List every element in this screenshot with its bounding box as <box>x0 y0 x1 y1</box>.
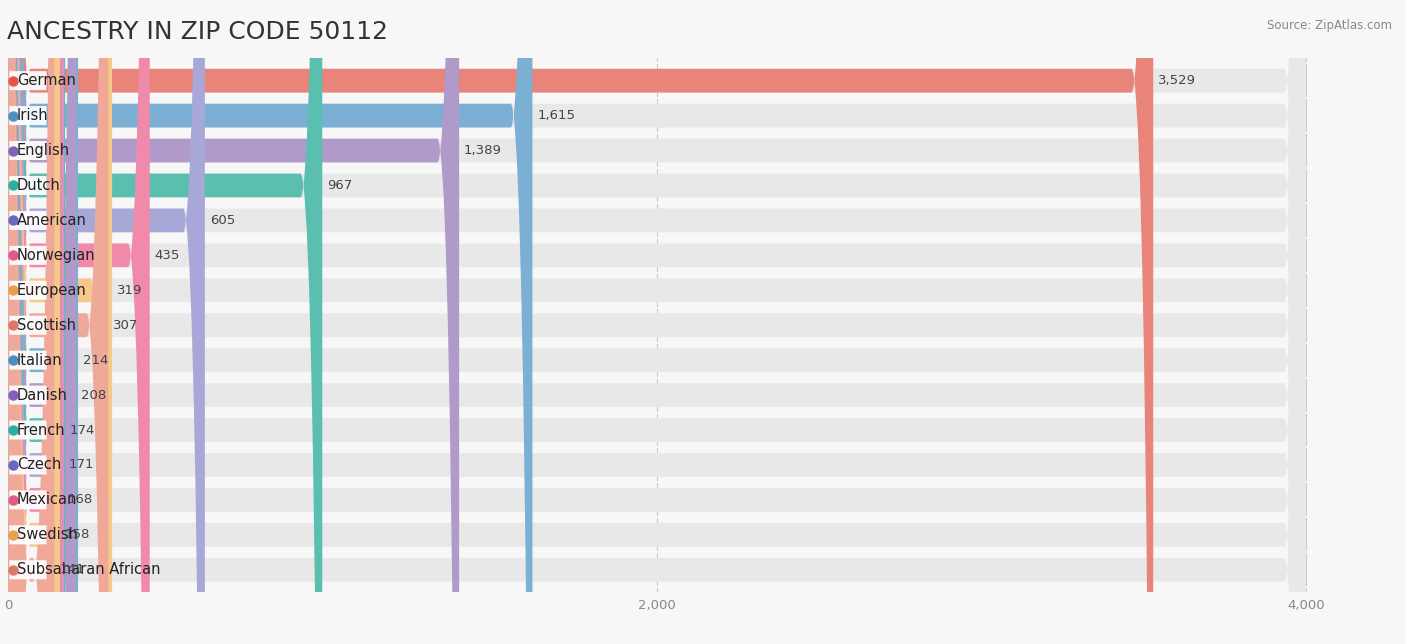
FancyBboxPatch shape <box>10 176 46 195</box>
Text: 141: 141 <box>59 564 84 576</box>
Text: English: English <box>17 143 70 158</box>
Text: 208: 208 <box>82 388 107 402</box>
FancyBboxPatch shape <box>10 246 46 265</box>
Text: Danish: Danish <box>17 388 67 402</box>
Text: 605: 605 <box>209 214 235 227</box>
Text: 3,529: 3,529 <box>1159 74 1197 87</box>
Text: German: German <box>17 73 76 88</box>
FancyBboxPatch shape <box>10 455 46 475</box>
FancyBboxPatch shape <box>8 0 1306 644</box>
FancyBboxPatch shape <box>8 0 108 644</box>
Text: 168: 168 <box>67 493 93 506</box>
Text: 967: 967 <box>328 179 353 192</box>
FancyBboxPatch shape <box>8 0 1306 644</box>
FancyBboxPatch shape <box>8 0 65 644</box>
FancyBboxPatch shape <box>10 560 46 579</box>
Text: 174: 174 <box>70 424 96 437</box>
Text: Swedish: Swedish <box>17 527 77 542</box>
Text: Czech: Czech <box>17 457 62 473</box>
Text: Subsaharan African: Subsaharan African <box>17 562 160 577</box>
Text: 1,615: 1,615 <box>537 109 575 122</box>
Text: 307: 307 <box>112 319 138 332</box>
FancyBboxPatch shape <box>8 0 533 644</box>
FancyBboxPatch shape <box>10 386 46 404</box>
Text: Dutch: Dutch <box>17 178 60 193</box>
FancyBboxPatch shape <box>8 0 112 644</box>
FancyBboxPatch shape <box>8 0 1306 644</box>
Text: Scottish: Scottish <box>17 317 76 333</box>
FancyBboxPatch shape <box>10 71 46 90</box>
FancyBboxPatch shape <box>8 0 60 644</box>
FancyBboxPatch shape <box>10 350 46 370</box>
FancyBboxPatch shape <box>8 0 1306 644</box>
FancyBboxPatch shape <box>8 0 76 644</box>
FancyBboxPatch shape <box>8 0 1306 644</box>
FancyBboxPatch shape <box>8 0 149 644</box>
FancyBboxPatch shape <box>10 421 46 440</box>
FancyBboxPatch shape <box>8 0 1153 644</box>
FancyBboxPatch shape <box>8 0 79 644</box>
FancyBboxPatch shape <box>10 281 46 300</box>
FancyBboxPatch shape <box>8 0 460 644</box>
Text: ANCESTRY IN ZIP CODE 50112: ANCESTRY IN ZIP CODE 50112 <box>7 19 388 44</box>
FancyBboxPatch shape <box>8 0 65 644</box>
Text: 319: 319 <box>117 284 142 297</box>
FancyBboxPatch shape <box>10 526 46 544</box>
Text: 171: 171 <box>69 459 94 471</box>
Text: French: French <box>17 422 66 437</box>
FancyBboxPatch shape <box>8 0 205 644</box>
FancyBboxPatch shape <box>8 0 55 644</box>
FancyBboxPatch shape <box>8 0 1306 644</box>
FancyBboxPatch shape <box>8 0 63 644</box>
FancyBboxPatch shape <box>8 0 1306 644</box>
FancyBboxPatch shape <box>8 0 1306 644</box>
FancyBboxPatch shape <box>8 0 322 644</box>
Text: Irish: Irish <box>17 108 49 123</box>
Text: Norwegian: Norwegian <box>17 248 96 263</box>
FancyBboxPatch shape <box>10 106 46 125</box>
FancyBboxPatch shape <box>10 316 46 335</box>
FancyBboxPatch shape <box>10 211 46 230</box>
Text: 435: 435 <box>155 249 180 262</box>
FancyBboxPatch shape <box>8 0 1306 644</box>
Text: 158: 158 <box>65 528 90 542</box>
Text: Source: ZipAtlas.com: Source: ZipAtlas.com <box>1267 19 1392 32</box>
FancyBboxPatch shape <box>8 0 1306 644</box>
FancyBboxPatch shape <box>10 490 46 509</box>
FancyBboxPatch shape <box>8 0 1306 644</box>
Text: 1,389: 1,389 <box>464 144 502 157</box>
Text: European: European <box>17 283 87 298</box>
FancyBboxPatch shape <box>8 0 1306 644</box>
FancyBboxPatch shape <box>10 141 46 160</box>
FancyBboxPatch shape <box>8 0 1306 644</box>
FancyBboxPatch shape <box>8 0 1306 644</box>
Text: American: American <box>17 213 87 228</box>
Text: 214: 214 <box>83 354 108 366</box>
Text: Mexican: Mexican <box>17 493 77 507</box>
Text: Italian: Italian <box>17 353 63 368</box>
FancyBboxPatch shape <box>8 0 1306 644</box>
